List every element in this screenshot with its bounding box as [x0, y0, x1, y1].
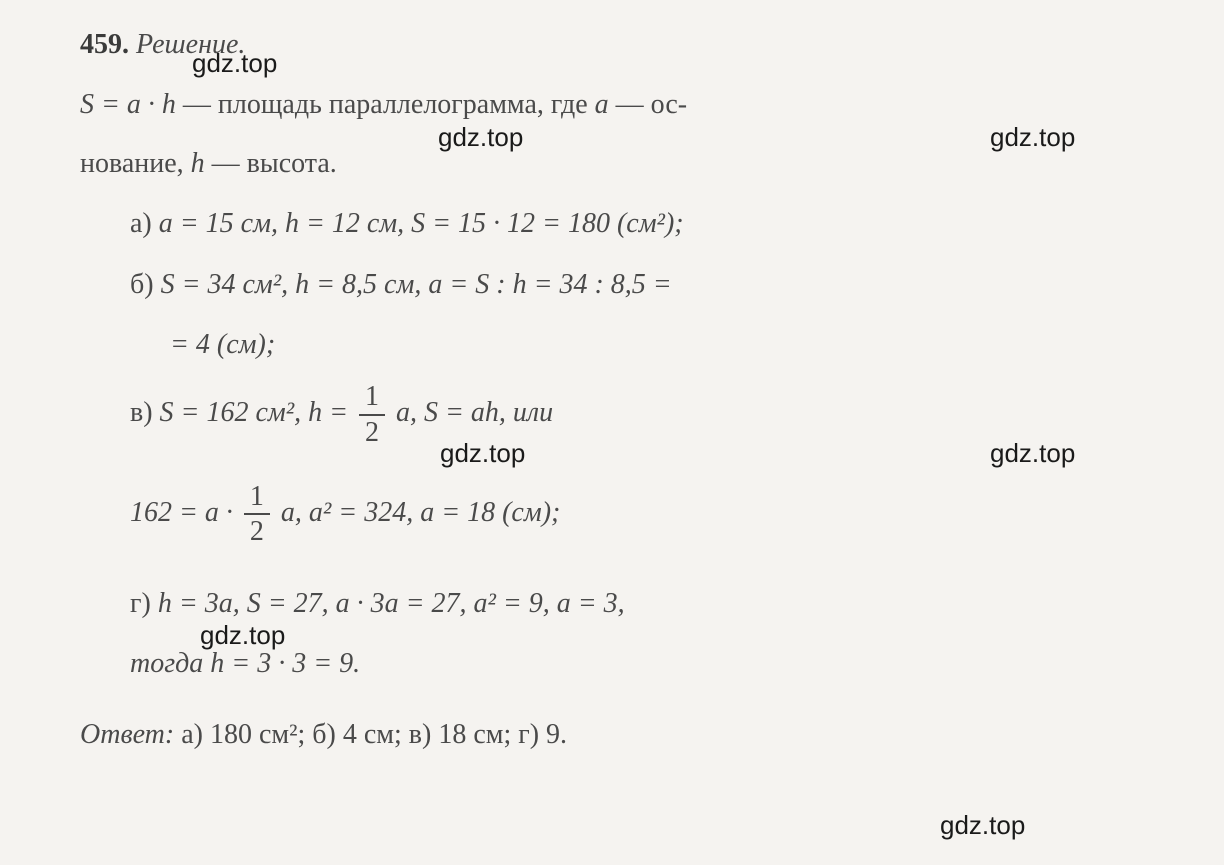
formula-definition-cont: нование, h — высота. — [80, 139, 1144, 189]
part-d-text1: h = 3a, S = 27, a · 3a = 27, a² = 9, a =… — [158, 588, 625, 619]
var-a: a — [595, 89, 609, 120]
watermark-7: gdz.top — [940, 810, 1025, 841]
part-b-cont: = 4 (см); — [170, 320, 1144, 370]
part-c-line2: 162 = a · 12 a, a² = 324, a = 18 (см); — [130, 480, 1144, 549]
frac-num2: 1 — [244, 480, 270, 516]
frac-num: 1 — [359, 380, 385, 416]
desc1: — площадь параллелограмма, где — [176, 89, 595, 120]
formula: S = a · h — [80, 89, 176, 120]
part-d-text2: тогда h = 3 · 3 = 9. — [130, 648, 360, 679]
part-c-text1-before: S = 162 см², h = — [160, 397, 355, 428]
problem-number: 459. — [80, 29, 129, 60]
answer-line: Ответ: а) 180 см²; б) 4 см; в) 18 см; г)… — [80, 710, 1144, 760]
part-c-text1-after: a, S = ah, или — [389, 397, 553, 428]
part-c: в) S = 162 см², h = 12 a, S = ah, или — [130, 380, 1144, 449]
part-c-text2-after: a, a² = 324, a = 18 (см); — [274, 497, 560, 528]
part-d-cont: тогда h = 3 · 3 = 9. — [130, 639, 1144, 689]
frac-den2: 2 — [244, 515, 270, 549]
part-b: б) S = 34 см², h = 8,5 см, a = S : h = 3… — [130, 260, 1144, 310]
part-b-text2: = 4 (см); — [170, 329, 275, 360]
part-d-label: г) — [130, 588, 158, 619]
part-a-text: a = 15 см, h = 12 см, S = 15 · 12 = 180 … — [159, 208, 684, 239]
frac-den: 2 — [359, 416, 385, 450]
formula-definition: S = a · h — площадь параллелограмма, где… — [80, 80, 1144, 130]
solution-page: 459. Решение. S = a · h — площадь паралл… — [0, 0, 1224, 780]
fraction-half-2: 12 — [244, 480, 270, 549]
part-b-text1: S = 34 см², h = 8,5 см, a = S : h = 34 :… — [161, 269, 672, 300]
answer-text: а) 180 см²; б) 4 см; в) 18 см; г) 9. — [181, 719, 567, 750]
problem-title: Решение. — [136, 29, 245, 60]
part-c-label: в) — [130, 397, 160, 428]
fraction-half-1: 12 — [359, 380, 385, 449]
part-b-label: б) — [130, 269, 161, 300]
part-a-label: а) — [130, 208, 159, 239]
var-h: h — [191, 148, 205, 179]
desc2: — ос- — [609, 89, 687, 120]
part-d: г) h = 3a, S = 27, a · 3a = 27, a² = 9, … — [130, 579, 1144, 629]
problem-header: 459. Решение. — [80, 20, 1144, 70]
desc3: нование, — [80, 148, 191, 179]
part-a: а) a = 15 см, h = 12 см, S = 15 · 12 = 1… — [130, 199, 1144, 249]
part-c-text2-before: 162 = a · — [130, 497, 240, 528]
answer-label: Ответ: — [80, 719, 181, 750]
desc4: — высота. — [205, 148, 337, 179]
